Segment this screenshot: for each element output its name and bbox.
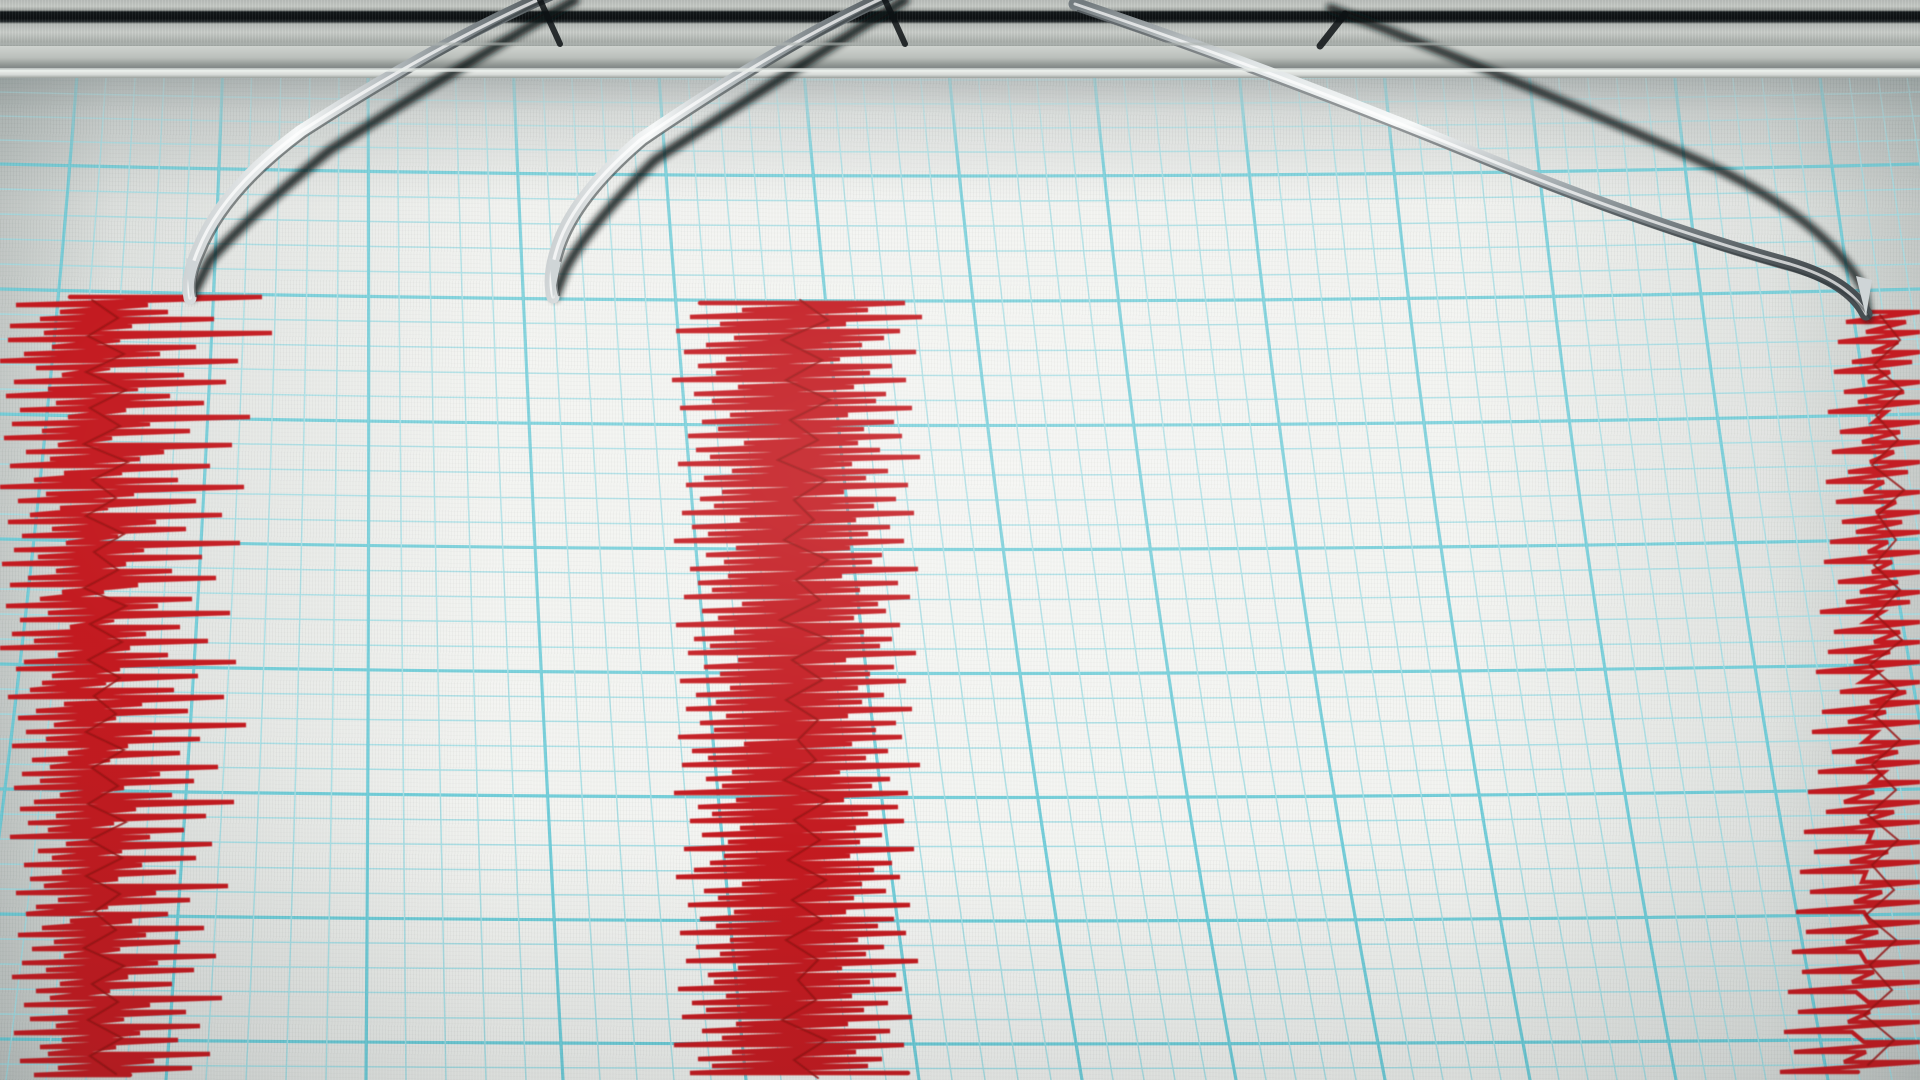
drum-edge-lip xyxy=(0,70,1920,78)
housing-texture xyxy=(0,0,1920,46)
recorder-housing xyxy=(0,0,1920,46)
drum-mounting-rail xyxy=(0,46,1920,72)
chart-grid xyxy=(0,62,1920,1080)
chart-paper-drum xyxy=(0,62,1920,1080)
